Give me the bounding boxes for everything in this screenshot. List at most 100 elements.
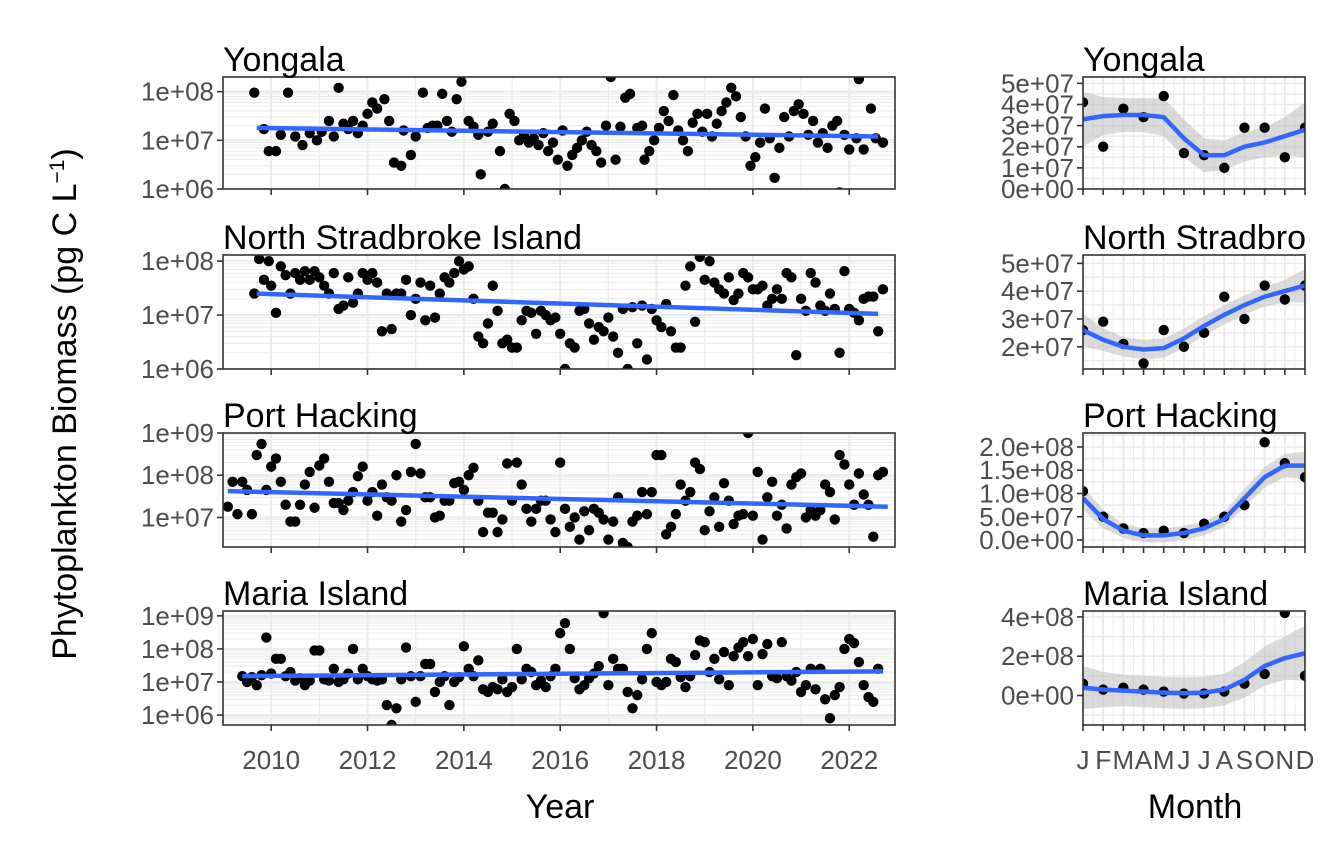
data-point <box>562 160 573 171</box>
data-point <box>766 293 778 305</box>
data-point <box>757 280 768 291</box>
data-point <box>275 476 287 487</box>
data-point <box>699 524 710 536</box>
time-north-stradbroke-island-border <box>222 254 896 370</box>
data-point <box>636 486 648 498</box>
data-point <box>516 674 527 685</box>
data-point <box>858 144 869 155</box>
y-tick-label: 1e+08 <box>141 77 214 107</box>
data-point <box>497 514 508 525</box>
data-point <box>622 686 633 698</box>
data-point <box>793 99 804 110</box>
data-point <box>314 645 325 656</box>
data-point <box>559 363 571 369</box>
month-north-stradbroke-island-data <box>1083 268 1305 369</box>
data-point <box>383 115 395 127</box>
data-point <box>646 486 657 498</box>
data-point <box>251 449 262 461</box>
data-point <box>675 342 686 353</box>
data-point <box>636 674 648 685</box>
data-point <box>1219 162 1230 174</box>
data-point <box>728 651 739 662</box>
data-point <box>593 660 604 672</box>
data-point <box>559 617 571 629</box>
data-point <box>766 476 778 487</box>
data-point <box>858 679 869 691</box>
data-point <box>574 534 585 545</box>
data-point <box>328 131 339 142</box>
data-point <box>723 679 735 691</box>
data-point <box>800 512 812 523</box>
data-point <box>270 453 282 464</box>
data-point <box>386 323 397 335</box>
y-tick-label: 1e+08 <box>141 460 214 490</box>
data-point <box>598 326 609 337</box>
data-point <box>687 117 698 128</box>
data-point <box>265 461 277 472</box>
data-point <box>468 462 479 474</box>
x-axis-title-year: Year <box>526 788 595 826</box>
data-point <box>533 139 544 151</box>
data-point <box>1259 437 1270 448</box>
y-tick-label: 2e+08 <box>1001 641 1074 671</box>
data-point <box>738 636 749 648</box>
data-point <box>526 516 537 527</box>
data-point <box>434 510 445 521</box>
data-point <box>232 508 243 520</box>
data-point <box>405 309 417 321</box>
data-point <box>839 266 850 277</box>
y-tick-label: 3e+07 <box>1001 304 1074 334</box>
data-point <box>311 135 323 146</box>
data-point <box>516 315 527 326</box>
data-point <box>603 312 614 323</box>
x-tick-label: 2022 <box>820 745 878 775</box>
data-point <box>622 363 633 369</box>
data-point <box>675 479 686 490</box>
data-point <box>1219 291 1230 302</box>
data-point <box>791 350 802 361</box>
data-point <box>762 638 773 650</box>
data-point <box>718 477 730 489</box>
data-point <box>571 142 583 154</box>
data-point <box>263 145 274 157</box>
y-tick-label: 5e+07 <box>1001 68 1074 98</box>
month-north-stradbroke-island-title: North Stradbroke Island <box>1083 219 1344 257</box>
confidence-ribbon <box>1083 91 1305 173</box>
data-point <box>564 521 576 533</box>
data-point <box>1299 472 1305 483</box>
data-point <box>502 334 513 345</box>
data-point <box>653 122 665 134</box>
data-point <box>848 637 860 649</box>
data-point <box>492 305 503 317</box>
data-point <box>458 484 470 496</box>
data-point <box>798 108 809 120</box>
x-tick-label: 2010 <box>242 745 300 775</box>
data-point <box>376 479 388 490</box>
data-point <box>641 354 653 365</box>
time-port-hacking-panel: 1e+07 1e+08 1e+09 Port Hacking <box>141 397 896 553</box>
month-north-stradbroke-island-border <box>1082 254 1306 370</box>
time-port-hacking-border <box>222 432 896 548</box>
data-point <box>858 489 869 500</box>
data-point <box>463 261 474 272</box>
data-point <box>771 510 783 521</box>
data-point <box>379 93 390 105</box>
data-point <box>223 501 234 512</box>
data-point <box>1097 141 1109 152</box>
data-point <box>246 508 258 520</box>
data-point <box>499 183 511 189</box>
smooth-line <box>1083 283 1305 352</box>
data-point <box>776 293 787 305</box>
data-point <box>745 160 756 171</box>
y-tick-label: 1e+07 <box>141 125 214 155</box>
data-point <box>786 272 797 283</box>
x-tick-label: A <box>1135 745 1153 775</box>
data-point <box>713 674 725 685</box>
data-point <box>304 274 315 286</box>
data-point <box>774 142 785 154</box>
y-tick-label: 1e+06 <box>141 174 214 204</box>
data-point <box>1178 147 1190 159</box>
data-point <box>1097 316 1109 327</box>
data-point <box>1198 327 1210 339</box>
